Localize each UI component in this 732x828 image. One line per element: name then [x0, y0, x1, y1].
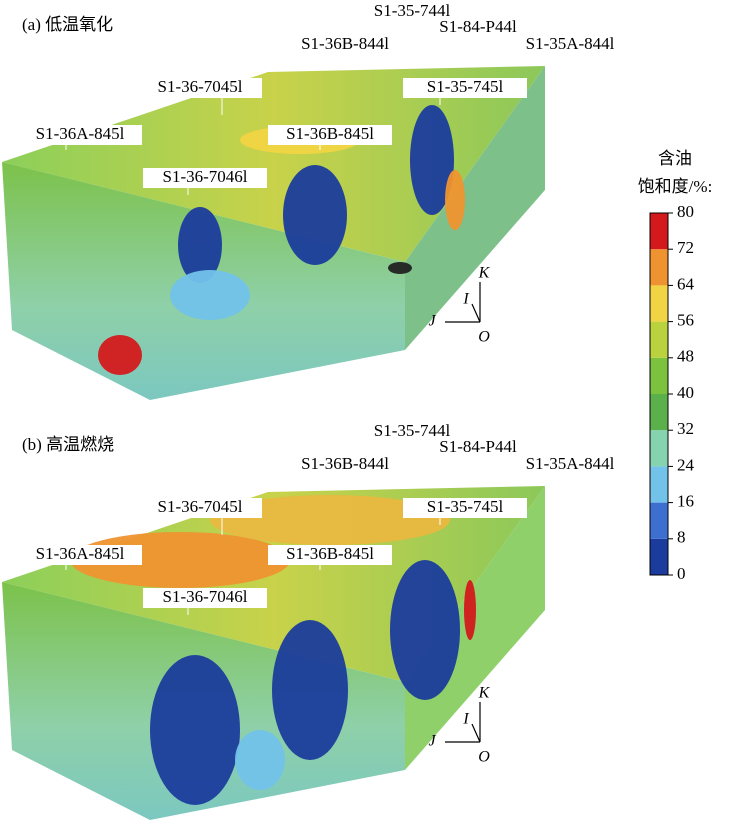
axis-label: O	[478, 329, 490, 346]
top-face	[2, 66, 545, 262]
well-label-bg	[283, 455, 407, 475]
well-label-bg	[138, 78, 262, 98]
colorbar-tick-label: 8	[677, 528, 686, 547]
panel-title: (a) 低温氧化	[22, 15, 113, 34]
well-label: S1-35-745l	[427, 497, 504, 516]
colorbar-title: 饱和度/%:	[638, 177, 713, 196]
reservoir-panel	[2, 66, 545, 400]
well-label-bg	[403, 498, 527, 518]
well-label-bg	[416, 438, 540, 458]
well-label-bg	[143, 168, 267, 188]
saturation-zone	[98, 335, 142, 375]
well-label-bg	[268, 545, 392, 565]
colorbar-tick-label: 40	[677, 383, 694, 402]
well-label-bg	[350, 2, 474, 22]
axis-label: O	[478, 749, 490, 766]
colorbar-segment	[650, 466, 668, 503]
well-label: S1-36B-844l	[301, 34, 389, 53]
side-face	[405, 486, 545, 770]
saturation-zone	[283, 165, 347, 265]
well-label-bg	[18, 125, 142, 145]
saturation-zone	[464, 580, 476, 640]
colorbar-segment	[650, 357, 668, 394]
side-face	[405, 66, 545, 350]
saturation-zone	[388, 262, 412, 274]
well-label: S1-35-744l	[374, 421, 451, 440]
well-label-bg	[350, 422, 474, 442]
well-label-bg	[508, 455, 632, 475]
colorbar-tick-label: 64	[677, 274, 695, 293]
colorbar-tick-label: 72	[677, 238, 694, 257]
saturation-zone	[150, 655, 240, 805]
axis-label: I	[462, 711, 469, 728]
colorbar-segment	[650, 538, 668, 575]
well-label: S1-35-745l	[427, 77, 504, 96]
colorbar-segment	[650, 321, 668, 358]
saturation-zone	[235, 730, 285, 790]
colorbar-segment	[650, 249, 668, 286]
axis-label: K	[478, 685, 491, 702]
well-label: S1-36-7046l	[163, 587, 248, 606]
well-label: S1-36B-845l	[286, 124, 374, 143]
saturation-zone	[210, 495, 450, 545]
well-label: S1-35-744l	[374, 1, 451, 20]
saturation-zone	[178, 207, 222, 283]
well-label-bg	[268, 125, 392, 145]
well-label: S1-36-7046l	[163, 167, 248, 186]
panel-title: (b) 高温燃烧	[22, 435, 114, 454]
reservoir-panel	[2, 486, 545, 820]
colorbar-title: 含油	[658, 149, 692, 168]
colorbar-segment	[650, 285, 668, 322]
saturation-zone	[390, 560, 460, 700]
colorbar-segment	[650, 430, 668, 467]
well-label-bg	[403, 78, 527, 98]
saturation-zone	[170, 270, 250, 320]
well-label-bg	[138, 498, 262, 518]
saturation-zone	[445, 170, 465, 230]
well-label: S1-36A-845l	[36, 544, 125, 563]
well-label-bg	[416, 18, 540, 38]
well-label: S1-84-P44l	[439, 437, 517, 456]
axis-label: J	[428, 313, 436, 330]
axis-label: K	[478, 265, 491, 282]
well-label: S1-36B-845l	[286, 544, 374, 563]
colorbar-segment	[650, 213, 668, 250]
well-label: S1-35A-844l	[526, 454, 615, 473]
saturation-zone	[410, 105, 454, 215]
well-label-bg	[143, 588, 267, 608]
axis-arrow	[471, 723, 481, 743]
axis-arrow	[471, 303, 481, 323]
well-label-bg	[508, 35, 632, 55]
axis-label: J	[428, 733, 436, 750]
colorbar-tick-label: 48	[677, 347, 694, 366]
colorbar-segment	[650, 394, 668, 431]
colorbar-tick-label: 56	[677, 311, 694, 330]
axis-label: I	[462, 291, 469, 308]
colorbar-tick-label: 0	[677, 564, 686, 583]
well-label: S1-36A-845l	[36, 124, 125, 143]
well-label: S1-36-7045l	[158, 77, 243, 96]
colorbar-tick-label: 80	[677, 202, 694, 221]
well-label: S1-84-P44l	[439, 17, 517, 36]
saturation-zone	[272, 620, 348, 760]
well-label: S1-36B-844l	[301, 454, 389, 473]
well-label-bg	[18, 545, 142, 565]
colorbar-tick-label: 32	[677, 419, 694, 438]
well-label: S1-36-7045l	[158, 497, 243, 516]
well-label-bg	[283, 35, 407, 55]
colorbar-segment	[650, 502, 668, 539]
colorbar-tick-label: 16	[677, 492, 694, 511]
well-label: S1-35A-844l	[526, 34, 615, 53]
colorbar-tick-label: 24	[677, 455, 695, 474]
